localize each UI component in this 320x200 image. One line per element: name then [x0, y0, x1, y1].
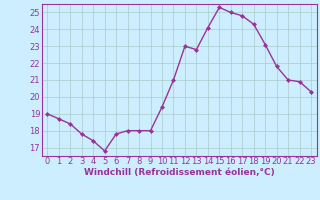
X-axis label: Windchill (Refroidissement éolien,°C): Windchill (Refroidissement éolien,°C)	[84, 168, 275, 177]
